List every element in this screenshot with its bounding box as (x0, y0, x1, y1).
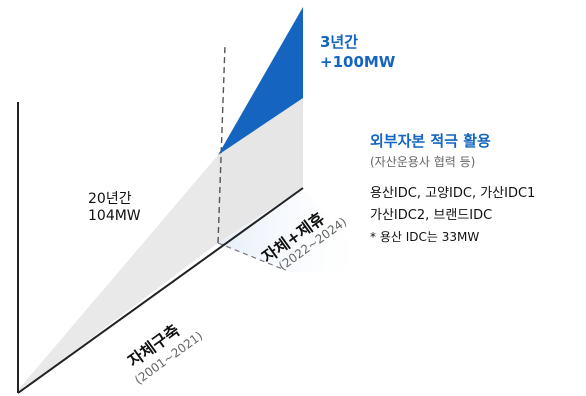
external-capital-heading: 외부자본 적극 활용 (370, 132, 491, 150)
phase-divider-dashed-line (217, 44, 226, 244)
diagonal-time-axis (17, 187, 304, 394)
phase2-floor-area (218, 188, 372, 272)
idc-list-line2: 가산IDC2, 브랜드IDC (370, 208, 493, 223)
idc-note: * 용산 IDC는 33MW (370, 230, 480, 244)
phase2-summary-line2: +100MW (320, 53, 396, 71)
phase1-summary-line1: 20년간 (88, 191, 132, 207)
phase2-summary-line1: 3년간 (320, 33, 359, 51)
phase2-added-capacity-area (218, 7, 303, 155)
phase2-base-area (218, 98, 303, 243)
phase1-summary-line2: 104MW (88, 208, 141, 224)
phase1-growth-area (18, 155, 218, 393)
floor-dashed-line (217, 242, 286, 271)
external-capital-subheading: (자산운용사 협력 등) (370, 155, 476, 169)
idc-list-line1: 용산IDC, 고양IDC, 가산IDC1 (370, 186, 536, 201)
